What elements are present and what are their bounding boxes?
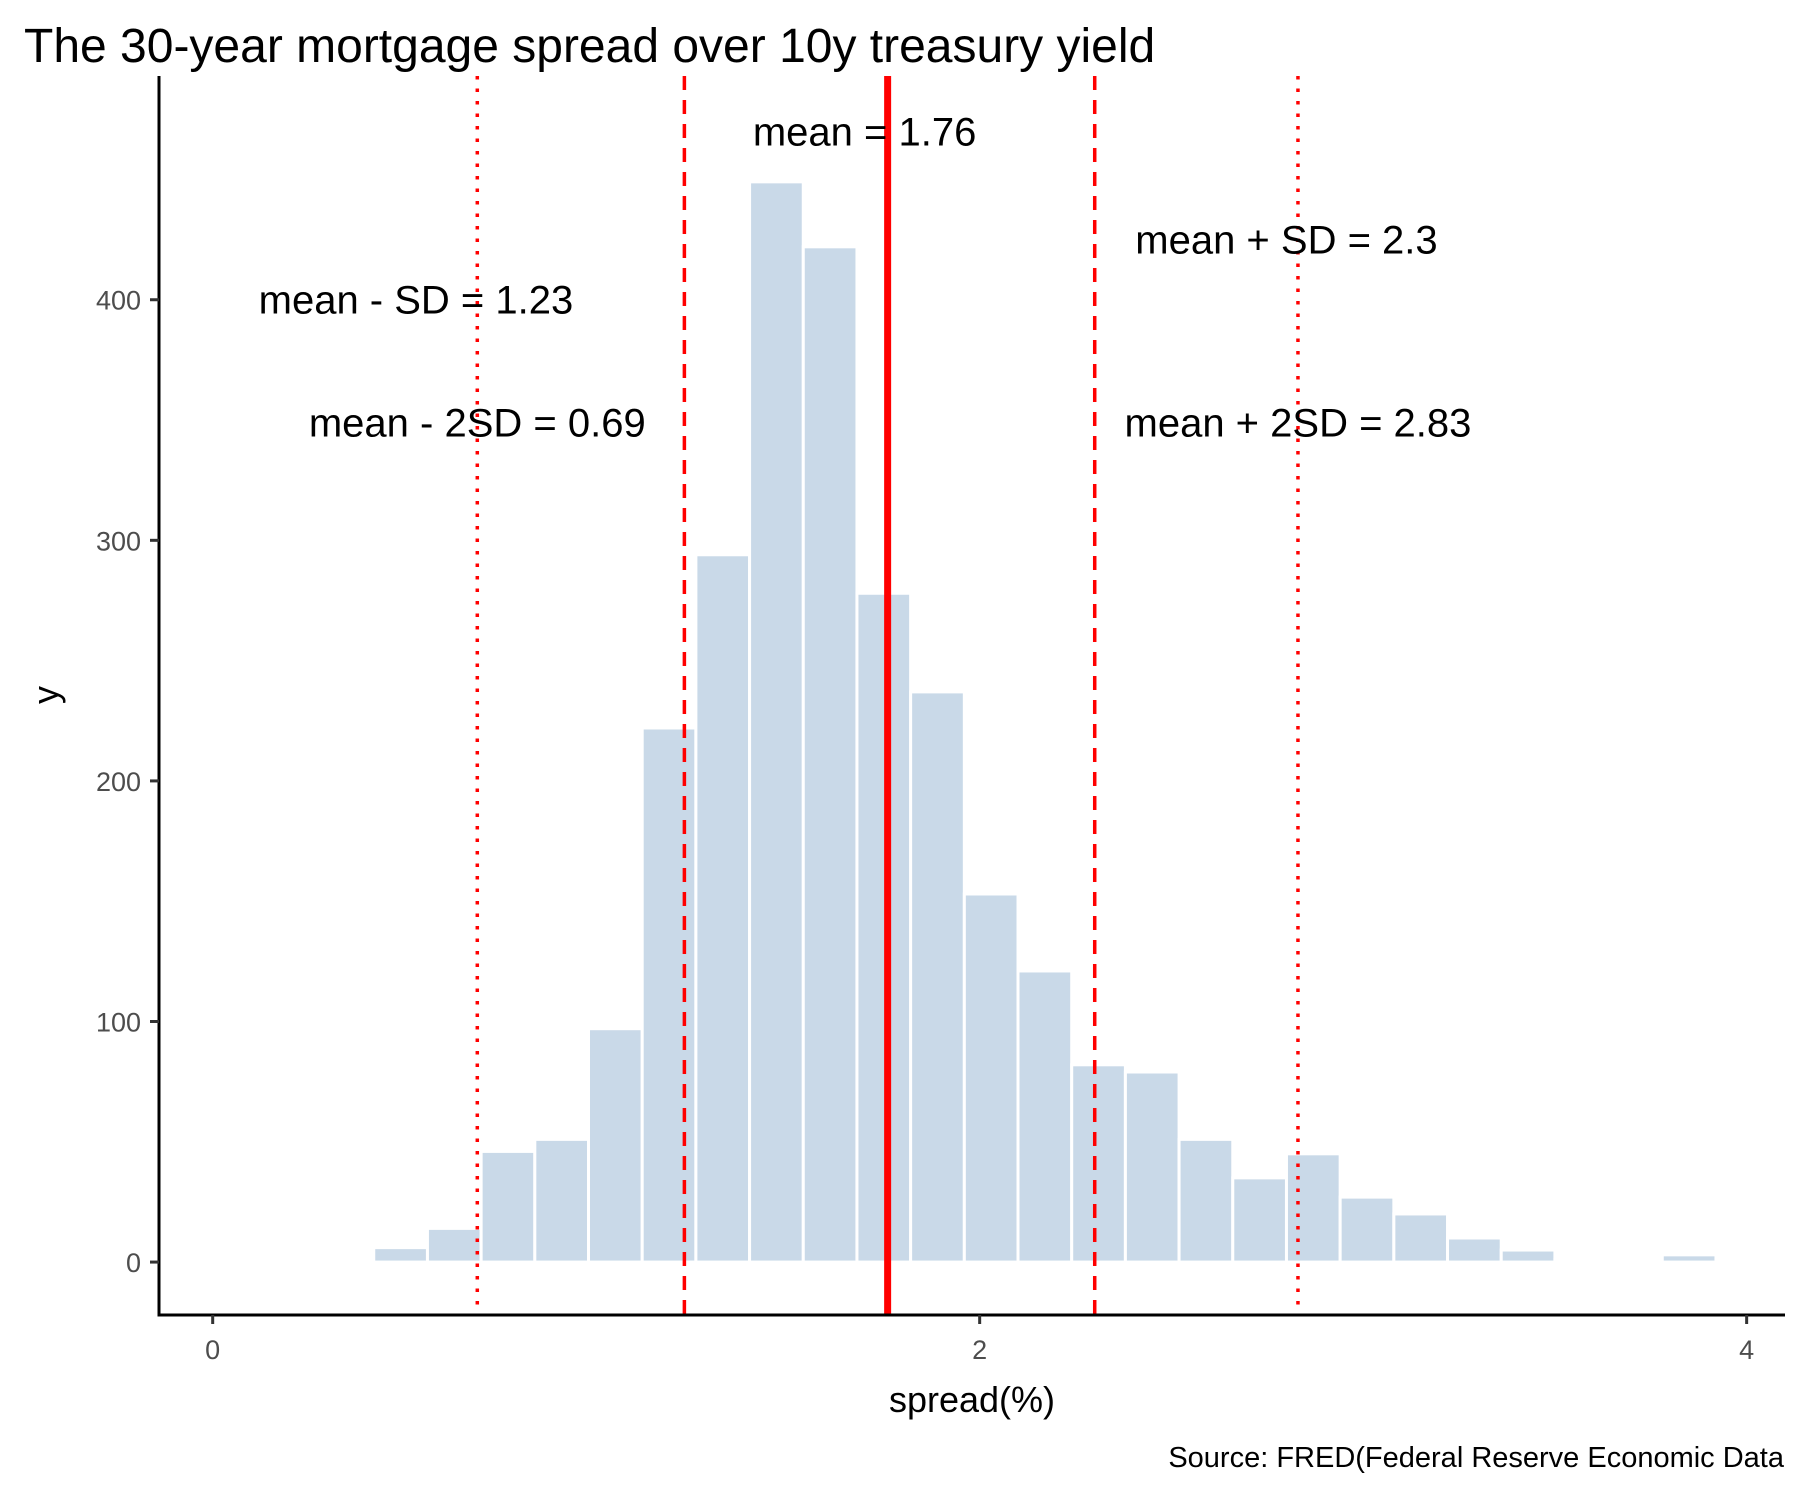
chart-title: The 30-year mortgage spread over 10y tre…: [24, 20, 1155, 73]
y-tick-label: 400: [96, 286, 141, 316]
histogram-bar: [1123, 1070, 1181, 1264]
histogram-bar: [1392, 1212, 1450, 1264]
y-tick-label: 300: [96, 526, 141, 556]
y-tick-label: 100: [96, 1007, 141, 1037]
histogram-bar: [587, 1027, 644, 1264]
annotation-label: mean - SD = 1.23: [259, 279, 574, 323]
x-ticks-group: 0 2 4: [205, 1315, 1754, 1365]
annotation-label: mean = 1.76: [753, 110, 977, 154]
x-tick-label: 4: [1739, 1335, 1754, 1365]
x-tick-label: 2: [972, 1335, 987, 1365]
histogram-bar: [1499, 1248, 1557, 1264]
reference-lines-group: [475, 76, 1300, 1315]
histogram-bar: [1016, 969, 1074, 1264]
annotation-label: mean + 2SD = 2.83: [1125, 401, 1472, 445]
histogram-bar: [855, 591, 913, 1264]
source-caption: Source: FRED(Federal Reserve Economic Da…: [1168, 1442, 1785, 1474]
histogram-bar: [694, 553, 752, 1264]
annotation-label: mean - 2SD = 0.69: [309, 401, 646, 445]
histogram-bar: [1660, 1253, 1718, 1264]
axes-group: [157, 76, 1785, 1317]
histogram-bar: [372, 1246, 429, 1264]
y-tick-label: 200: [96, 767, 141, 797]
histogram-bar: [909, 690, 966, 1264]
histogram-bar: [801, 245, 859, 1264]
x-tick-label: 0: [205, 1335, 220, 1365]
histogram-bar: [1714, 1258, 1772, 1264]
histogram-bar: [1553, 1258, 1611, 1264]
histogram-bar: [962, 892, 1020, 1264]
histogram-bar: [1338, 1195, 1396, 1264]
x-axis-title: spread(%): [889, 1379, 1055, 1420]
histogram-bar: [640, 726, 698, 1264]
y-axis-title: y: [25, 686, 66, 704]
histogram-bar: [1284, 1152, 1342, 1264]
histogram-bar: [1446, 1236, 1503, 1264]
annotations-group: mean = 1.76 mean + SD = 2.3 mean - SD = 1.…: [259, 110, 1472, 445]
y-tick-label: 0: [126, 1248, 141, 1278]
histogram-bar: [318, 1258, 376, 1264]
annotation-label: mean + SD = 2.3: [1135, 219, 1437, 263]
histogram-bar: [479, 1149, 537, 1264]
histogram-bar: [533, 1137, 591, 1264]
histogram-bar: [1177, 1137, 1235, 1264]
histogram-bar: [1231, 1176, 1288, 1264]
histogram-bar: [425, 1226, 483, 1264]
histogram-bar: [1070, 1063, 1127, 1264]
histogram-bar: [1607, 1258, 1664, 1264]
bars-group: [318, 180, 1772, 1264]
y-ticks-group: 0 100 200 300 400: [96, 286, 159, 1278]
histogram-bar: [748, 180, 805, 1264]
